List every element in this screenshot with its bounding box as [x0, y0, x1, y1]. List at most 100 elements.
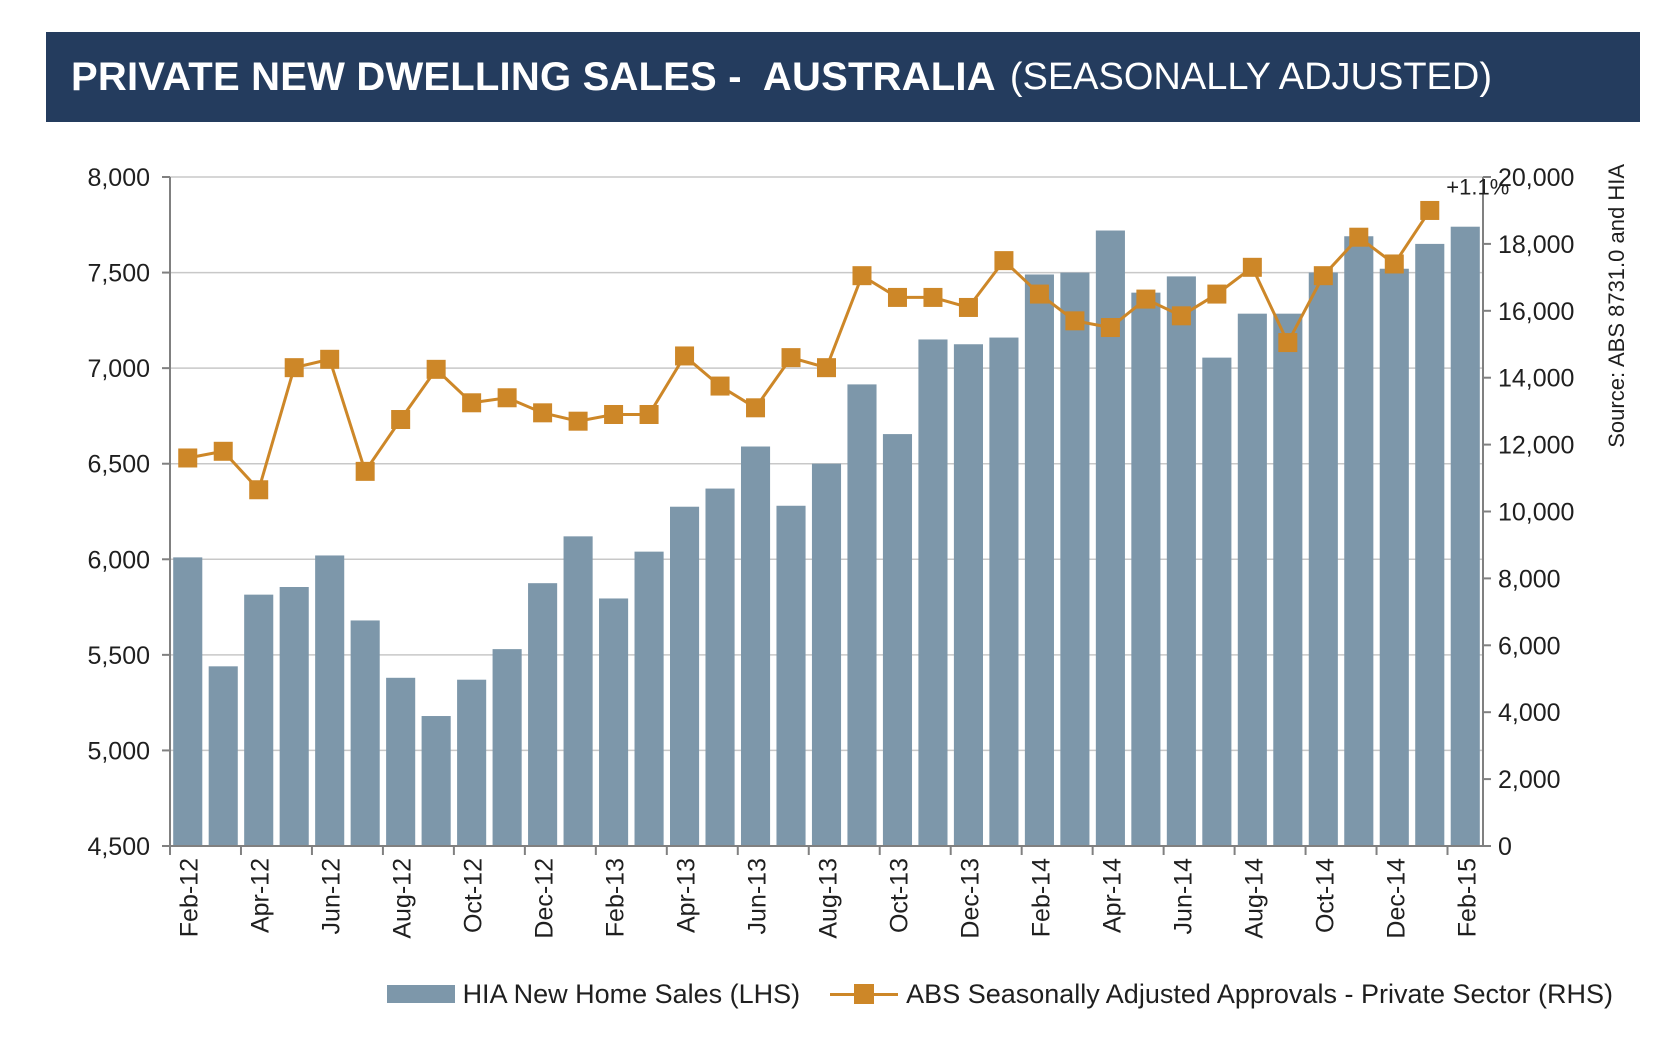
bar-Aug-12 [386, 677, 416, 846]
marker-Aug-14 [1242, 257, 1262, 277]
x-tick-label: Oct-12 [460, 858, 488, 933]
x-tick-label: Dec-13 [956, 858, 984, 939]
x-tick-label: Dec-12 [531, 858, 559, 939]
y-left-tick-label: 5,000 [87, 737, 150, 765]
marker-Nov-12 [497, 388, 517, 408]
axes [162, 176, 1491, 855]
marker-Jun-12 [320, 349, 340, 369]
y-right-tick-label: 2,000 [1498, 766, 1561, 794]
y-left-tick-label: 4,500 [87, 833, 150, 861]
bar-Dec-14 [1379, 268, 1409, 847]
x-tick-label: Aug-14 [1240, 858, 1268, 939]
chart-subtitle: (SEASONALLY ADJUSTED) [1009, 55, 1492, 98]
marker-Oct-12 [462, 393, 482, 413]
bar-Mar-14 [1060, 272, 1090, 847]
y-left-tick-label: 6,500 [87, 451, 150, 479]
marker-Dec-14 [1384, 254, 1404, 274]
bar-Apr-13 [670, 506, 700, 846]
y-right-tick-label: 10,000 [1498, 499, 1574, 527]
bar-Oct-12 [457, 679, 487, 846]
marker-Jan-13 [568, 411, 588, 431]
legend-label-abs: ABS Seasonally Adjusted Approvals - Priv… [906, 978, 1613, 1009]
bar-Jan-15 [1415, 243, 1445, 846]
line-series: +1.1% [178, 174, 1509, 500]
marker-May-14 [1136, 289, 1156, 309]
title-banner: PRIVATE NEW DWELLING SALES - AUSTRALIA (… [46, 32, 1640, 122]
bar-Nov-12 [492, 649, 522, 846]
bar-Nov-14 [1344, 236, 1374, 847]
bar-Oct-13 [882, 434, 913, 846]
marker-Feb-13 [604, 404, 624, 424]
x-tick-label: Feb-13 [602, 858, 630, 937]
legend-line-swatch [830, 984, 899, 1004]
x-tick-label: Feb-14 [1027, 858, 1055, 937]
x-tick-label: Feb-12 [176, 858, 204, 937]
marker-Sep-14 [1278, 333, 1298, 353]
x-tick-label: Apr-14 [1098, 858, 1126, 933]
bar-Feb-13 [599, 598, 629, 846]
marker-Feb-14 [1029, 284, 1049, 304]
marker-Apr-14 [1100, 318, 1120, 338]
bar-Feb-14 [1024, 274, 1054, 846]
bar-Mar-12 [208, 666, 238, 846]
bar-May-12 [279, 587, 309, 846]
x-tick-label: Oct-13 [885, 858, 913, 933]
marker-Mar-13 [639, 404, 659, 424]
y-right-tick-label: 12,000 [1498, 432, 1574, 460]
marker-Oct-13 [887, 287, 907, 307]
tick-labels: 4,500 5,000 5,500 6,000 6,500 7,000 7,500 8,000… [87, 164, 1574, 939]
annotation-label: +1.1% [1446, 174, 1509, 199]
marker-May-12 [284, 358, 304, 378]
bar-Jan-13 [563, 536, 593, 846]
marker-Jun-13 [746, 398, 766, 418]
legend-bar-swatch [386, 985, 455, 1003]
bar-Sep-12 [421, 716, 451, 846]
marker-Jun-14 [1171, 306, 1191, 326]
x-tick-label: Jun-13 [744, 858, 772, 934]
chart-title: PRIVATE NEW DWELLING SALES - AUSTRALIA [71, 54, 996, 99]
y-right-tick-label: 6,000 [1498, 632, 1561, 660]
legend-item-hia: HIA New Home Sales (LHS) [386, 979, 800, 1010]
marker-Apr-12 [249, 480, 269, 500]
y-right-tick-label: 20,000 [1498, 164, 1574, 192]
x-tick-label: Apr-13 [673, 858, 701, 933]
bar-Apr-12 [244, 594, 274, 846]
marker-Nov-14 [1349, 227, 1369, 247]
bar-Oct-14 [1308, 272, 1338, 847]
marker-Nov-13 [923, 287, 943, 307]
bar-Feb-15 [1450, 226, 1480, 846]
marker-Jul-13 [781, 348, 801, 368]
y-right-tick-label: 14,000 [1498, 365, 1574, 393]
marker-Jul-12 [355, 461, 375, 481]
bar-Aug-13 [811, 463, 842, 846]
y-right-tick-label: 0 [1498, 833, 1512, 861]
bar-Jul-14 [1202, 357, 1232, 846]
marker-Mar-14 [1065, 311, 1085, 331]
y-left-tick-label: 8,000 [87, 164, 150, 192]
marker-May-13 [710, 376, 730, 396]
y-left-tick-label: 7,000 [87, 355, 150, 383]
bar-Aug-14 [1237, 313, 1267, 847]
y-right-tick-label: 8,000 [1498, 565, 1561, 593]
x-tick-label: Aug-12 [389, 858, 417, 939]
x-tick-label: Dec-14 [1382, 858, 1410, 939]
marker-Dec-12 [533, 403, 553, 423]
bar-Sep-14 [1273, 313, 1303, 847]
bar-Sep-13 [847, 384, 877, 846]
y-right-tick-label: 16,000 [1498, 298, 1574, 326]
bar-Jun-12 [315, 555, 345, 846]
x-tick-label: Oct-14 [1311, 858, 1339, 933]
bar-May-14 [1131, 292, 1161, 846]
marker-Jul-14 [1207, 284, 1227, 304]
x-tick-label: Jun-12 [318, 858, 346, 934]
bar-May-13 [705, 488, 735, 846]
bar-Jun-14 [1166, 276, 1196, 846]
y-right-tick-label: 4,000 [1498, 699, 1561, 727]
x-tick-label: Jun-14 [1169, 858, 1197, 935]
bar-Dec-12 [528, 583, 558, 846]
bar-Mar-13 [634, 551, 664, 846]
y-right-tick-label: 18,000 [1498, 231, 1574, 259]
marker-Aug-13 [817, 358, 836, 378]
marker-Feb-12 [178, 448, 198, 468]
marker-Aug-12 [391, 410, 411, 430]
